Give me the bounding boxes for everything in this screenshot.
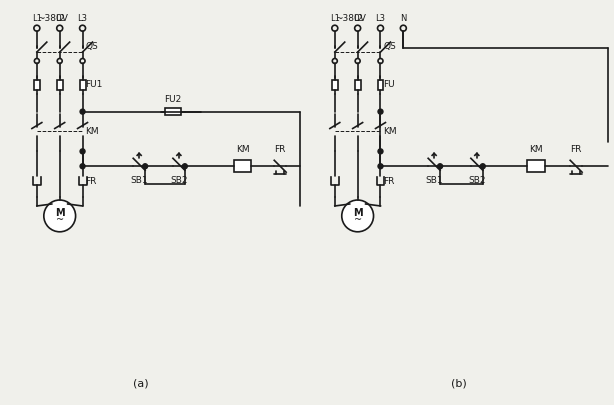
Text: FR: FR bbox=[274, 145, 286, 154]
Text: KM: KM bbox=[384, 127, 397, 136]
Text: QS: QS bbox=[85, 42, 98, 51]
Text: FR: FR bbox=[384, 177, 395, 185]
Text: QS: QS bbox=[384, 42, 396, 51]
Circle shape bbox=[80, 109, 85, 114]
Text: FU2: FU2 bbox=[165, 95, 182, 104]
Text: L3: L3 bbox=[77, 14, 88, 23]
Text: KM: KM bbox=[85, 127, 99, 136]
Text: SB2: SB2 bbox=[468, 176, 486, 185]
Text: ~380V: ~380V bbox=[335, 14, 366, 23]
Text: (a): (a) bbox=[133, 379, 149, 389]
Text: FR: FR bbox=[570, 145, 582, 154]
Text: M: M bbox=[353, 208, 362, 218]
Text: ~380V: ~380V bbox=[37, 14, 68, 23]
Bar bbox=[233, 160, 251, 172]
Bar bbox=[355, 80, 360, 90]
Text: (b): (b) bbox=[451, 379, 467, 389]
Text: FR: FR bbox=[85, 177, 97, 185]
Text: N: N bbox=[400, 14, 406, 23]
Bar bbox=[80, 80, 85, 90]
Bar bbox=[332, 80, 338, 90]
Text: L2: L2 bbox=[55, 14, 64, 23]
Text: M: M bbox=[55, 208, 64, 218]
Text: KM: KM bbox=[236, 145, 249, 154]
Text: KM: KM bbox=[530, 145, 543, 154]
Bar bbox=[527, 160, 545, 172]
Circle shape bbox=[80, 149, 85, 154]
Text: FU1: FU1 bbox=[85, 80, 103, 90]
Text: SB1: SB1 bbox=[130, 176, 148, 185]
Bar bbox=[56, 80, 63, 90]
Text: L1: L1 bbox=[32, 14, 42, 23]
Circle shape bbox=[80, 164, 85, 169]
Text: SB1: SB1 bbox=[426, 176, 443, 185]
Circle shape bbox=[480, 164, 485, 169]
Text: ~: ~ bbox=[354, 215, 362, 225]
Text: L1: L1 bbox=[330, 14, 340, 23]
Circle shape bbox=[44, 200, 76, 232]
Circle shape bbox=[182, 164, 187, 169]
Circle shape bbox=[378, 149, 383, 154]
Circle shape bbox=[378, 164, 383, 169]
Circle shape bbox=[378, 109, 383, 114]
Bar bbox=[165, 108, 181, 115]
Text: SB2: SB2 bbox=[170, 176, 188, 185]
Text: ~: ~ bbox=[56, 215, 64, 225]
Bar bbox=[378, 80, 384, 90]
Text: L2: L2 bbox=[352, 14, 363, 23]
Circle shape bbox=[438, 164, 443, 169]
Text: L3: L3 bbox=[376, 14, 386, 23]
Circle shape bbox=[342, 200, 373, 232]
Text: FU: FU bbox=[384, 80, 395, 90]
Circle shape bbox=[142, 164, 147, 169]
Bar bbox=[34, 80, 40, 90]
